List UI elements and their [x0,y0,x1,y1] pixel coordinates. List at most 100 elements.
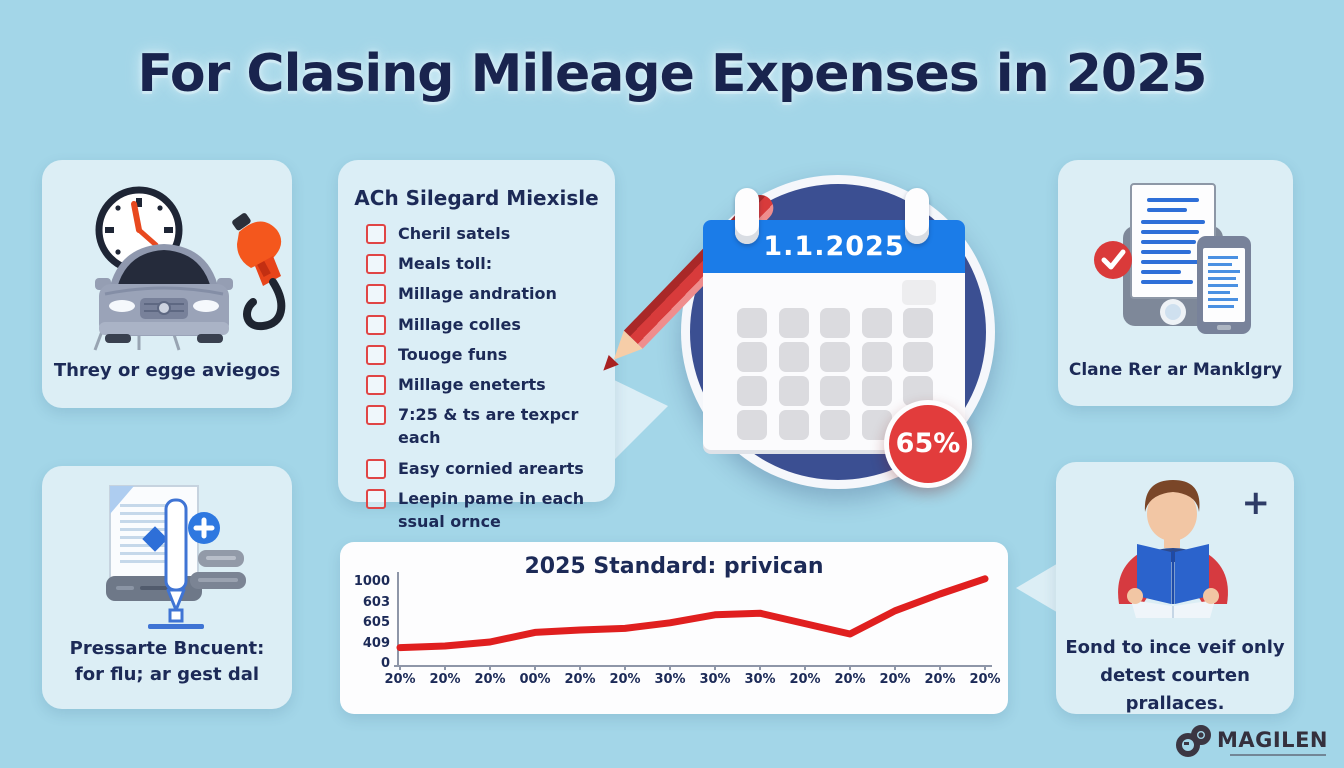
calendar-day-cell [778,410,809,440]
chart-line-series [396,575,989,652]
checklist-item: Meals toll: [366,252,592,275]
chart-x-tick-label: 20% [789,672,821,687]
calendar-day-cell [737,410,767,440]
calendar-day-cell [861,308,892,338]
chart-x-tick-label: 20% [879,672,911,687]
card-document-caption: Pressarte Bncuent: for flu; ar gest dal [42,636,292,688]
checklist-item-label: Meals toll: [398,254,493,274]
chart-y-tick-label: 603 [362,594,390,610]
rate-badge: 65% [884,400,972,488]
checklist-item: Leepin pame in each ssual ornce [366,487,592,533]
chart-title: 2025 Standard: privican [524,554,824,579]
card-reading: + Eond to ince veif only detest courten … [1056,462,1294,714]
documents-devices-icon [1094,183,1251,334]
card-document-caption-line1: Pressarte Bncuent: [69,638,265,659]
calendar-day-cell [778,376,809,406]
calendar-day-cell [737,376,767,406]
checklist-item-label: 7:25 & ts are texpcr each [398,405,579,448]
checkbox-icon [366,254,386,275]
calendar-day-cell [820,342,850,372]
car-clock-fuel-icon [93,186,286,351]
checklist-item-label: Easy cornied arearts [398,458,584,478]
document-pen-icon [106,485,246,629]
logo-swirl-icon [1175,725,1211,757]
chart-y-tick-label: 0 [380,656,390,671]
calendar-day-cell [820,376,850,406]
chart-x-tick-label: 20% [384,672,416,687]
brand-logo: MAGILEN [1175,722,1328,758]
card-reading-caption: Eond to ince veif only detest courten pr… [1056,634,1294,718]
chart-x-tick-label: 30% [654,672,686,687]
checkbox-icon [366,314,386,335]
card-document: Pressarte Bncuent: for flu; ar gest dal [42,466,292,709]
checkbox-icon [366,374,386,395]
checkbox-icon [366,224,386,244]
chart-x-tick-label: 20% [924,672,956,687]
card-vehicle-caption: Threy or egge aviegos [53,360,281,381]
card-document-caption-line2: for flu; ar gest dal [74,664,260,686]
checkbox-icon [366,405,386,426]
checklist-item-label: Millage andration [398,284,557,304]
card-chart: 2025 Standard: privican 1000 603 605 409 0 2… [340,542,1008,714]
chart-x-tick-label: 20% [429,672,461,687]
card-reading-caption-line2: detest courten prallaces. [1100,664,1250,714]
checklist-heading: ACh Silegard Miexisle [354,186,599,210]
calendar-day-cell [861,376,892,406]
calendar-day-cell [861,342,892,372]
chart-x-tick-label: 20% [969,672,1001,687]
chart-x-tick-label: 00% [519,672,551,687]
chart-x-tick-label: 20% [564,672,596,687]
calendar-day-cell [903,308,933,338]
plus-icon: + [1241,483,1271,523]
checklist-item: Millage colles [366,313,592,336]
calendar-day-cell [778,308,809,338]
checklist-bubble-tail [610,378,668,464]
checklist-item: Millage eneterts [366,373,592,396]
checkbox-icon [366,344,386,365]
checklist-item: 7:25 & ts are texpcr each [366,403,592,449]
calendar-binder-ring-right [905,188,929,244]
checklist-item-label: Millage colles [398,314,521,334]
chart-x-tick-label: 30% [744,672,776,687]
checklist-item: Easy cornied arearts [366,457,592,480]
checklist-items: Cheril satels Meals toll: Millage andratio… [366,222,592,533]
calendar-day-cell [737,308,767,338]
checklist-item: Cheril satels [366,222,592,245]
calendar-date: 1.1.2025 [763,231,905,262]
checklist-item: Touoge funs [366,343,592,366]
calendar-day-cell [778,342,809,372]
calendar-day-cell [903,342,933,372]
checklist-item-label: Leepin pame in each ssual ornce [398,488,585,531]
chart-x-tick-label: 20% [474,672,506,687]
checklist-item: Millage andration [366,282,592,305]
page-title: For Clasing Mileage Expenses in 2025 [137,44,1208,104]
calendar-day-cell [820,410,850,440]
calendar-day-cell [737,342,767,372]
chart-x-tick-label: 20% [834,672,866,687]
checklist-item-label: Touoge funs [398,344,508,364]
checklist-item-label: Cheril satels [398,224,511,243]
card-devices-caption: Clane Rer ar Manklgry [1068,360,1283,380]
checklist-item-label: Millage eneterts [398,374,546,394]
chart-y-tick-label: 1000 [353,574,390,589]
checkbox-icon [366,284,386,305]
chart-plot-svg [394,572,992,670]
chart-y-tick-label: 605 [362,615,390,630]
logo-tagline-rule [1230,754,1326,756]
reading-bubble-tail [1016,562,1060,614]
card-vehicle: Threy or egge aviegos [42,160,292,408]
calendar-binder-ring-left [735,188,759,244]
person-reading-icon [1118,480,1228,618]
calendar-day-cell [820,308,850,338]
card-reading-caption-line1: Eond to ince veif only [1065,637,1285,658]
card-devices: Clane Rer ar Manklgry [1058,160,1293,406]
logo-text: MAGILEN [1216,728,1328,752]
card-checklist: ACh Silegard Miexisle Cheril satels Meals… [338,160,615,531]
chart-y-tick-label: 409 [362,635,390,651]
calendar-day-cell-highlight [902,280,936,305]
checkbox-icon [366,488,386,509]
chart-x-tick-label: 30% [699,672,731,687]
checkbox-icon [366,458,386,479]
chart-x-tick-label: 20% [609,672,641,687]
